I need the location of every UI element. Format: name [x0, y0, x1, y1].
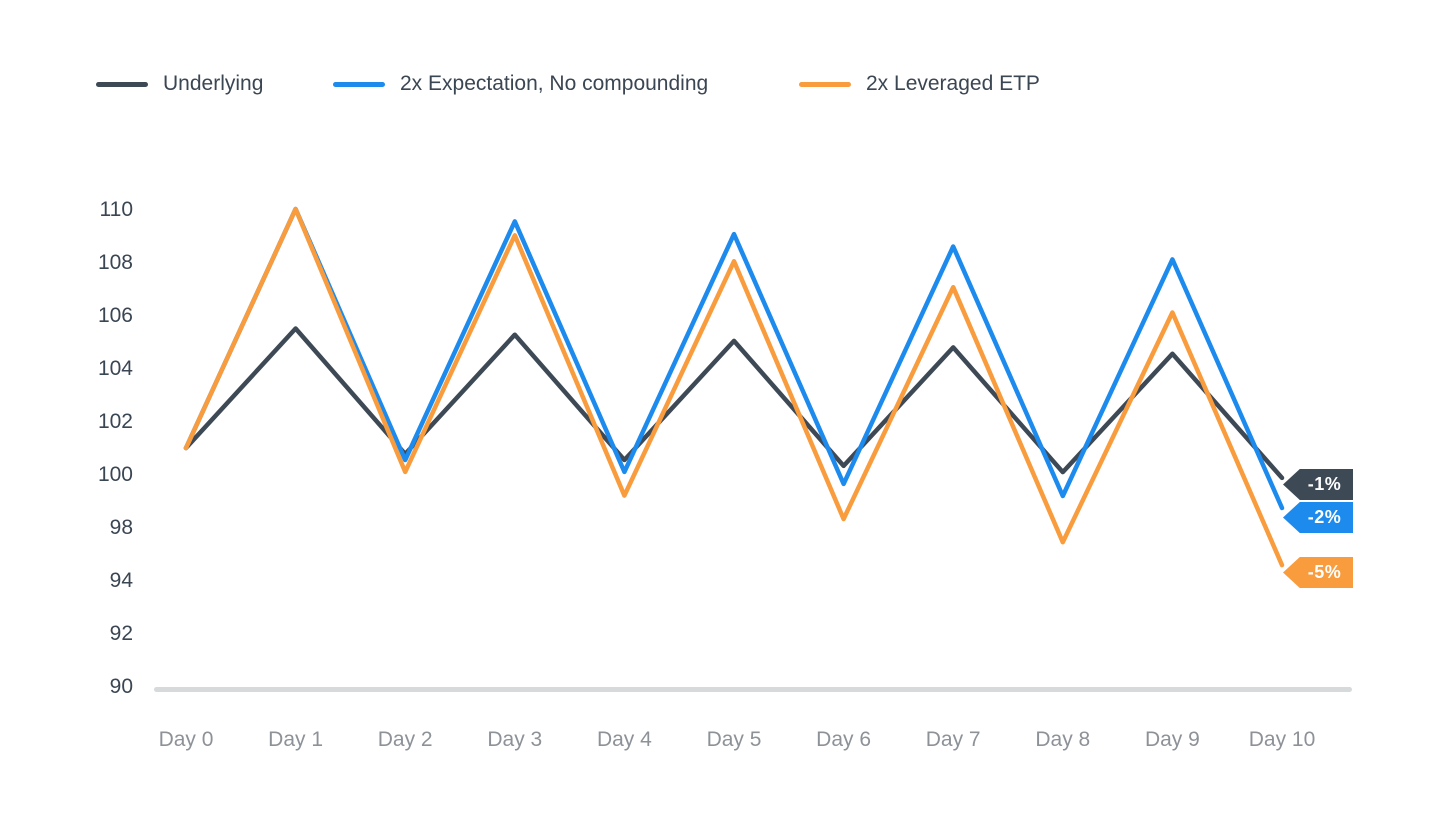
legend-swatch-leveraged-etp [799, 81, 851, 87]
y-tick-label: 106 [97, 304, 133, 327]
end-badge-expectation-label: -2% [1307, 507, 1342, 527]
end-badge-underlying-label: -1% [1307, 474, 1342, 494]
y-tick-label: 100 [97, 463, 133, 486]
x-tick-label: Day 5 [706, 728, 762, 751]
y-tick-label: 110 [99, 198, 133, 221]
y-tick-label: 102 [97, 410, 133, 433]
legend-swatch-expectation [333, 81, 385, 87]
x-tick-label: Day 2 [377, 728, 433, 751]
y-tick-label: 94 [109, 569, 133, 592]
y-tick-label: 98 [109, 516, 133, 539]
end-badge-leveraged-etp: -5% [1283, 557, 1353, 588]
end-badge-underlying: -1% [1283, 469, 1353, 500]
underlying-line [183, 326, 1285, 481]
end-badge-expectation: -2% [1283, 502, 1353, 533]
x-tick-label: Day 9 [1144, 728, 1200, 751]
expectation-line [183, 206, 1285, 511]
x-tick-label: Day 1 [268, 728, 324, 751]
x-axis-line [154, 687, 1352, 692]
x-tick-label: Day 4 [596, 728, 652, 751]
x-tick-label: Day 3 [487, 728, 543, 751]
legend-label-underlying: Underlying [163, 72, 264, 95]
legend-item-leveraged-etp: 2x Leveraged ETP [799, 71, 1040, 97]
x-tick-label: Day 6 [816, 728, 872, 751]
y-tick-label: 108 [97, 251, 133, 274]
leveraged-etp-line [183, 206, 1285, 568]
x-tick-label: Day 0 [158, 728, 214, 751]
legend-label-expectation: 2x Expectation, No compounding [400, 72, 709, 95]
y-tick-label: 90 [109, 675, 133, 698]
y-tick-label: 92 [109, 622, 133, 645]
legend-label-leveraged-etp: 2x Leveraged ETP [866, 72, 1040, 95]
legend-swatch-underlying [96, 81, 148, 87]
x-tick-label: Day 7 [925, 728, 981, 751]
legend-item-underlying: Underlying [96, 71, 263, 97]
y-tick-label: 104 [97, 357, 133, 380]
legend-item-expectation: 2x Expectation, No compounding [333, 71, 708, 97]
x-tick-label: Day 10 [1248, 728, 1316, 751]
end-badge-leveraged-etp-label: -5% [1307, 562, 1342, 582]
x-tick-label: Day 8 [1035, 728, 1091, 751]
